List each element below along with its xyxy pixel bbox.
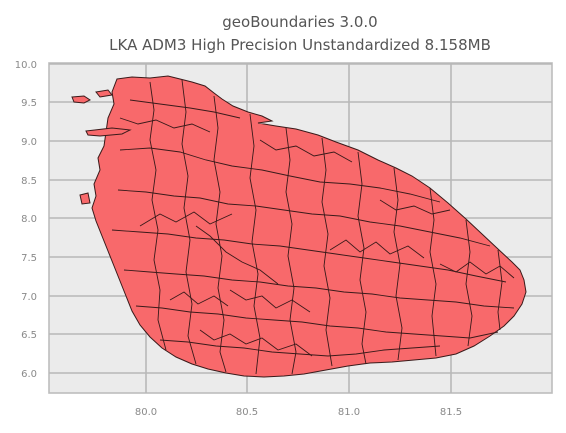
y-tick-label: 10.0 xyxy=(15,60,37,71)
country-landmass xyxy=(71,75,527,378)
y-tick-label: 9.0 xyxy=(21,137,37,148)
admin-boundaries xyxy=(111,79,515,375)
y-tick-label: 9.5 xyxy=(21,98,37,109)
x-tick-label: 80.5 xyxy=(236,407,258,418)
y-tick-label: 6.0 xyxy=(21,369,37,380)
y-tick-label: 7.5 xyxy=(21,253,37,264)
sri-lanka-island xyxy=(91,75,527,378)
y-tick-label: 6.5 xyxy=(21,330,37,341)
islet-north-4 xyxy=(79,192,91,205)
islet-north-1 xyxy=(71,95,91,104)
map-title-line2: LKA ADM3 High Precision Unstandardized 8… xyxy=(109,36,491,54)
x-tick-label: 81.0 xyxy=(338,407,360,418)
map-title-line1: geoBoundaries 3.0.0 xyxy=(222,13,377,31)
y-axis-ticks: 10.0 9.5 9.0 8.5 8.0 7.5 7.0 6.5 6.0 xyxy=(15,60,37,380)
y-tick-label: 8.0 xyxy=(21,214,37,225)
y-tick-label: 7.0 xyxy=(21,292,37,303)
x-tick-label: 81.5 xyxy=(440,407,462,418)
islet-north-3 xyxy=(95,89,113,98)
y-tick-label: 8.5 xyxy=(21,176,37,187)
x-tick-label: 80.0 xyxy=(135,407,157,418)
x-axis-ticks: 80.0 80.5 81.0 81.5 xyxy=(135,407,462,418)
islet-north-2 xyxy=(85,127,132,137)
